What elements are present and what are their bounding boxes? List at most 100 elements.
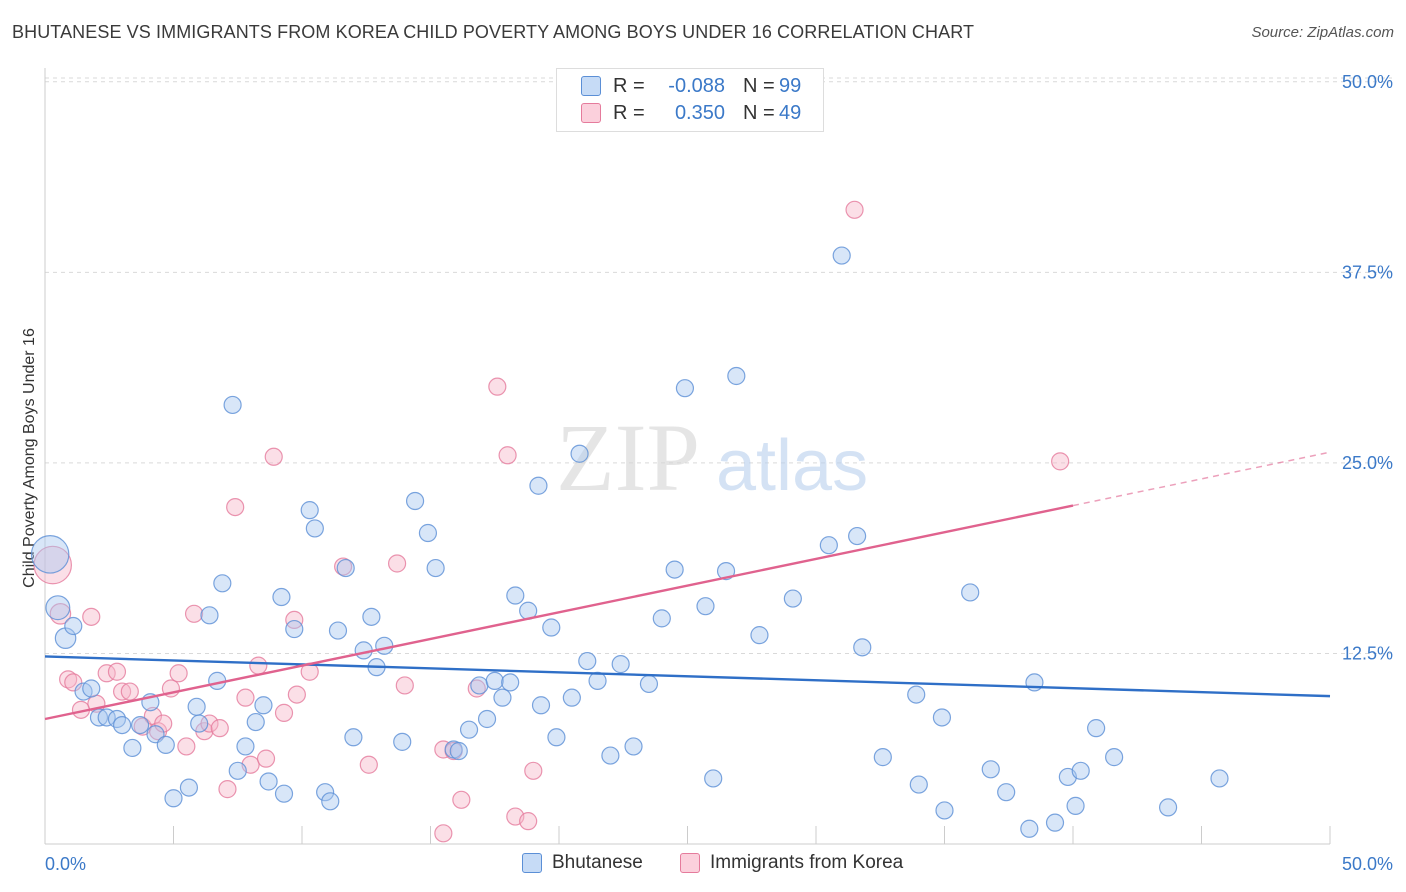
legend-swatch-pink <box>680 853 700 873</box>
legend-n-value: 49 <box>779 101 802 124</box>
legend-n-value: 99 <box>779 74 802 97</box>
bhutanese-point <box>819 536 838 555</box>
bhutanese-point <box>112 715 132 735</box>
korea-point <box>236 688 255 707</box>
bhutanese-point <box>909 775 928 794</box>
bhutanese-point <box>130 715 150 735</box>
watermark-atlas: atlas <box>716 426 868 506</box>
bhutanese-point <box>506 586 525 605</box>
bhutanese-point <box>190 714 209 733</box>
bhutanese-point <box>418 523 438 543</box>
bhutanese-point <box>259 772 278 791</box>
y-tick-label: 37.5% <box>1342 262 1393 282</box>
bhutanese-point <box>344 728 363 747</box>
watermark-zip: ZIP <box>556 404 700 511</box>
bhutanese-point <box>696 597 715 616</box>
legend-row-korea: R = 0.350 N = 49 <box>581 101 801 125</box>
bhutanese-point <box>562 688 581 707</box>
korea-point <box>200 714 219 733</box>
series-legend: Bhutanese Immigrants from Korea <box>0 852 1406 878</box>
bhutanese-point <box>223 395 242 415</box>
korea-point <box>218 780 237 799</box>
tick-labels: 12.5% 25.0% 37.5% 50.0% 0.0% 50.0% <box>45 72 1393 874</box>
bhutanese-point <box>1087 719 1106 738</box>
legend-label-korea: Immigrants from Korea <box>710 852 904 873</box>
bhutanese-point <box>459 720 479 739</box>
bhutanese-point <box>997 783 1016 802</box>
korea-point <box>107 662 127 681</box>
bhutanese-point <box>665 560 684 579</box>
bhutanese-point <box>393 732 412 751</box>
bhutanese-point <box>704 769 723 788</box>
korea-point <box>120 682 139 701</box>
bhutanese-point <box>547 728 566 747</box>
bhutanese-point <box>624 737 643 756</box>
korea-trend-line <box>44 504 1074 721</box>
bhutanese-point <box>727 366 746 386</box>
x-tick-label: 0.0% <box>45 854 86 874</box>
bhutanese-point <box>832 246 851 265</box>
bhutanese-point <box>716 562 736 581</box>
legend-r-label: R = <box>613 74 645 97</box>
bhutanese-point <box>750 626 769 645</box>
korea-point <box>452 790 471 809</box>
x-tick-label: 50.0% <box>1342 854 1393 874</box>
bhutanese-point <box>588 671 607 690</box>
bhutanese-point <box>961 583 980 602</box>
series-korea-points <box>33 200 1070 843</box>
bhutanese-point <box>873 748 892 767</box>
stats-legend: R = -0.088 N = 99 R = 0.350 N = 49 <box>556 68 824 132</box>
y-tick-label: 25.0% <box>1342 453 1393 473</box>
bhutanese-point <box>531 696 551 715</box>
bhutanese-point <box>316 783 335 802</box>
korea-point <box>82 607 101 626</box>
korea-point <box>169 664 188 683</box>
bhutanese-point <box>1210 769 1229 788</box>
bhutanese-point <box>1066 796 1085 815</box>
bhutanese-point <box>1105 748 1124 767</box>
korea-point <box>64 673 83 692</box>
korea-point <box>845 200 864 219</box>
korea-point <box>387 554 407 573</box>
korea-point <box>285 610 304 630</box>
bhutanese-point <box>639 674 659 694</box>
bhutanese-point <box>179 778 199 797</box>
axes <box>44 68 1331 845</box>
bhutanese-point <box>1158 798 1178 817</box>
bhutanese-point <box>213 574 232 593</box>
legend-n-label: N = <box>743 101 775 124</box>
bhutanese-point <box>328 621 348 640</box>
bhutanese-point <box>200 606 219 625</box>
legend-swatch-blue <box>581 76 601 96</box>
y-tick-label: 50.0% <box>1342 72 1393 92</box>
legend-label-bhutanese: Bhutanese <box>552 852 643 873</box>
korea-point <box>210 719 229 738</box>
legend-r-value: 0.350 <box>674 101 725 124</box>
korea-point <box>226 497 245 517</box>
bhutanese-point <box>570 444 589 463</box>
trend-lines <box>44 451 1331 721</box>
series-bhutanese-points <box>30 246 1229 838</box>
bhutanese-point <box>501 673 520 692</box>
bhutanese-point <box>1045 813 1065 832</box>
bhutanese-point <box>652 609 671 628</box>
korea-point <box>467 679 486 698</box>
bhutanese-point <box>336 558 355 578</box>
legend-item-bhutanese: Bhutanese <box>522 852 643 874</box>
bhutanese-point <box>907 685 926 704</box>
bhutanese-point <box>272 587 291 607</box>
bhutanese-point <box>375 636 394 655</box>
bhutanese-point <box>449 741 468 761</box>
bhutanese-point <box>783 589 802 608</box>
bhutanese-point <box>285 619 304 639</box>
watermark: ZIP atlas <box>556 404 868 511</box>
bhutanese-point <box>254 696 273 715</box>
korea-point <box>519 812 538 831</box>
bhutanese-point <box>542 618 561 637</box>
bhutanese-point <box>228 761 247 780</box>
legend-swatch-pink <box>581 103 601 123</box>
bhutanese-point <box>470 676 489 695</box>
bhutanese-point <box>405 491 425 511</box>
korea-point <box>498 446 517 465</box>
bhutanese-point <box>300 501 319 520</box>
